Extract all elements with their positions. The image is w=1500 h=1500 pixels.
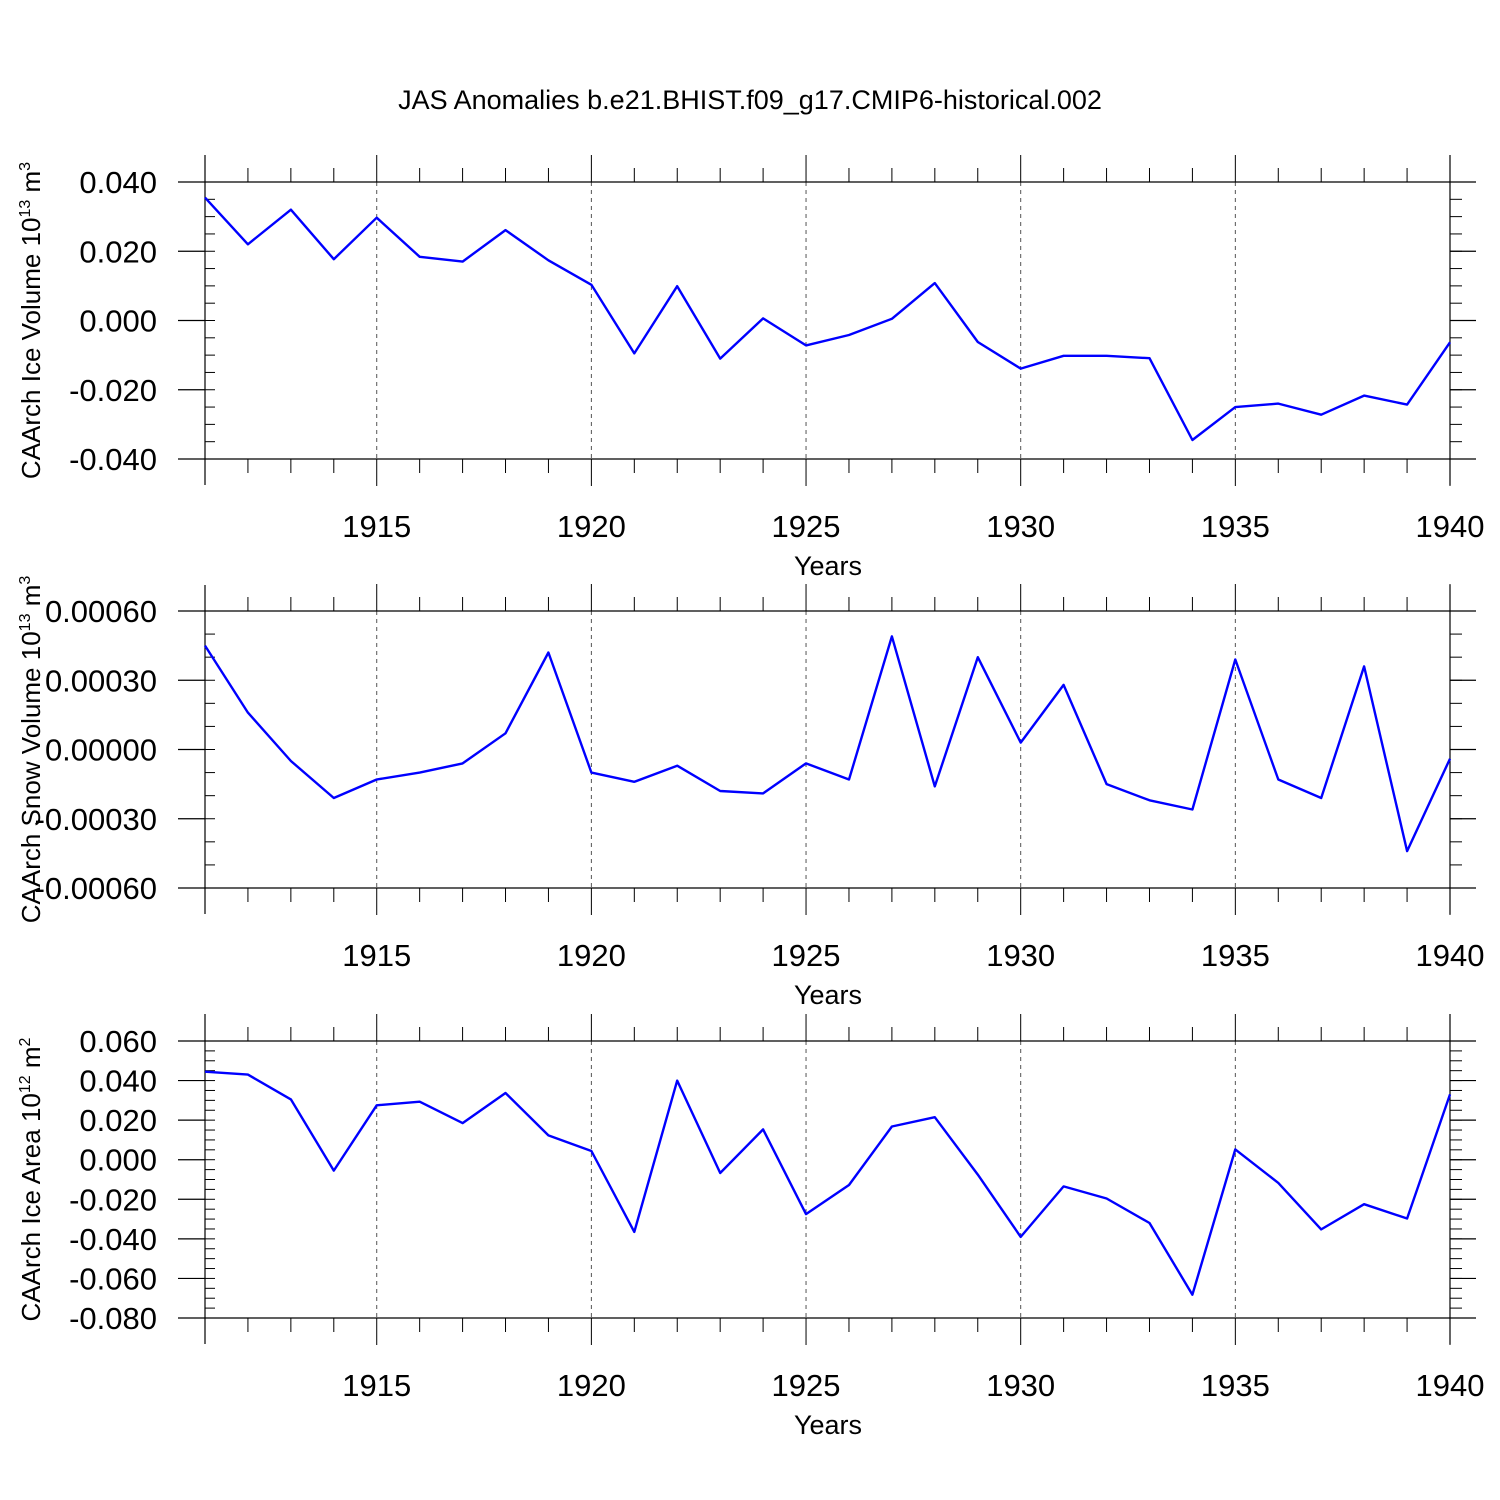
x-tick-label: 1935 [1201,1368,1270,1403]
y-tick-label: -0.020 [69,1182,157,1217]
x-tick-label: 1920 [557,509,626,544]
chart-title: JAS Anomalies b.e21.BHIST.f09_g17.CMIP6-… [398,85,1102,115]
y-tick-label: -0.040 [69,442,157,477]
x-tick-label: 1940 [1416,1368,1485,1403]
y-tick-label: 0.040 [79,165,157,200]
y-axis-title: CAArch Ice Volume 1013 m3 [16,162,46,479]
x-tick-label: 1940 [1416,938,1485,973]
chart-panel-2: -0.00060 -0.00030 0.00000 0.00030 0.00060 191… [16,576,1484,1010]
x-tick-label: 1920 [557,1368,626,1403]
x-axis-title: Years [794,980,862,1010]
x-tick-label: 1925 [772,938,841,973]
x-tick-label: 1935 [1201,509,1270,544]
x-axis-title: Years [794,551,862,581]
x-axis-title: Years [794,1410,862,1440]
x-tick-label: 1915 [342,1368,411,1403]
y-tick-label: 0.000 [79,1143,157,1178]
y-tick-label: 0.00060 [45,594,157,629]
y-tick-label: -0.060 [69,1261,157,1296]
x-tick-label: 1915 [342,938,411,973]
chart-panel-1: -0.040 -0.020 0.000 0.020 0.040 1915 1920 1925 1… [16,155,1484,581]
y-tick-label: 0.060 [79,1024,157,1059]
y-tick-label: -0.020 [69,373,157,408]
x-tick-label: 1935 [1201,938,1270,973]
y-axis-title: CAArch Ice Area 1012 m2 [16,1037,46,1321]
y-tick-label: -0.00060 [35,871,157,906]
x-tick-label: 1915 [342,509,411,544]
x-tick-label: 1940 [1416,509,1485,544]
series-line [204,196,1451,442]
x-tick-label: 1925 [772,509,841,544]
x-tick-label: 1930 [986,938,1055,973]
y-tick-label: 0.00030 [45,663,157,698]
y-tick-label: 0.040 [79,1064,157,1099]
chart-panel-3: -0.080 -0.060 -0.040 -0.020 0.000 0.020 0.040 0… [16,1014,1484,1440]
x-tick-label: 1920 [557,938,626,973]
x-tick-label: 1930 [986,509,1055,544]
y-axis-title: CAArch Snow Volume 1013 m3 [16,576,46,924]
series-line [203,635,1452,853]
y-tick-label: -0.00030 [35,802,157,837]
y-tick-label: 0.020 [79,1103,157,1138]
y-tick-label: 0.020 [79,234,157,269]
x-tick-label: 1930 [986,1368,1055,1403]
x-tick-label: 1925 [772,1368,841,1403]
y-tick-label: -0.080 [69,1301,157,1336]
y-tick-label: 0.000 [79,304,157,339]
series-line [204,1070,1452,1296]
y-tick-label: -0.040 [69,1222,157,1257]
y-tick-label: 0.00000 [45,733,157,768]
